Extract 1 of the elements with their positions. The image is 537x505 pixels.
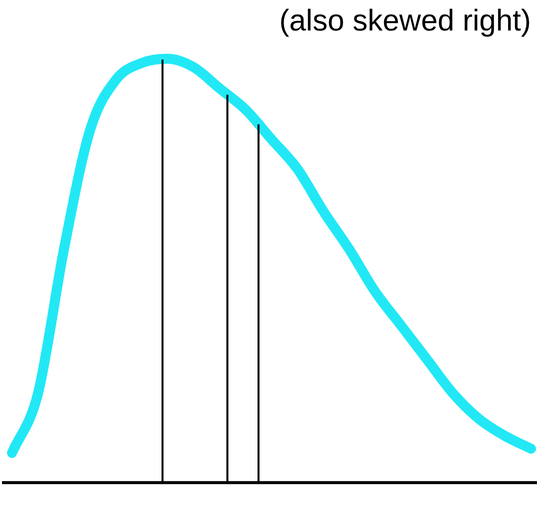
chart-title: (also skewed right) [279, 4, 531, 38]
